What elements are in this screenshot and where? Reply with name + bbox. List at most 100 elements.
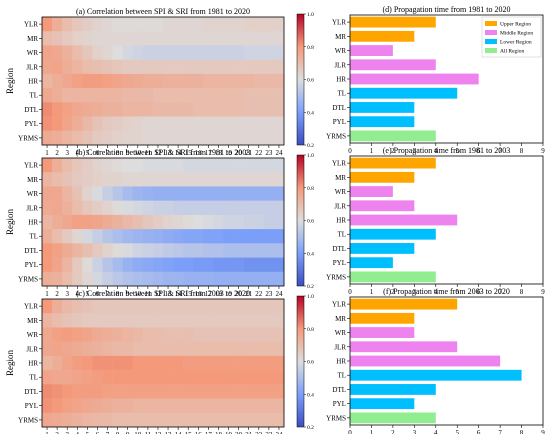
heatmap-cell [92, 130, 103, 146]
heatmap-cell [152, 59, 164, 75]
heatmap-cell [223, 172, 234, 187]
heatmap-cell [203, 243, 214, 258]
x-tick-label: 6 [477, 429, 481, 434]
heatmap-cell [112, 370, 123, 385]
bar [350, 87, 458, 99]
heatmap-cell [203, 229, 214, 244]
heatmap-cell [82, 229, 93, 244]
heatmap-cell [243, 158, 255, 173]
heatmap-cell [132, 412, 144, 428]
heatmap-cell [243, 31, 255, 46]
heatmap-cell [122, 31, 134, 46]
heatmap-cell [152, 172, 164, 187]
x-tick-label: 20 [235, 290, 243, 298]
heatmap-cell [72, 313, 83, 328]
heatmap-cell [42, 116, 53, 132]
colorbar-tick-label: 0.2 [307, 143, 314, 149]
y-tick-label: YRMS [326, 414, 346, 422]
heatmap-cell [163, 88, 174, 103]
y-tick-label: DTL [332, 245, 346, 253]
x-tick-label: 7 [106, 290, 110, 298]
heatmap-cell [112, 158, 123, 173]
heatmap-cell [233, 158, 244, 173]
y-tick-label: TL [29, 374, 38, 382]
heatmap-cell [163, 116, 174, 132]
heatmap-cell [112, 17, 123, 32]
x-tick-label: 23 [265, 149, 273, 157]
heatmap-cell [132, 172, 144, 187]
x-tick-label: 0 [348, 288, 352, 296]
heatmap-cell [42, 327, 53, 342]
heatmap-cell [72, 257, 83, 273]
heatmap-cell [92, 31, 103, 46]
heatmap-cell [263, 229, 275, 244]
heatmap-cell [203, 384, 214, 399]
heatmap-cell [82, 313, 93, 328]
heatmap-cell [92, 327, 103, 342]
heatmap-cell [163, 59, 174, 75]
heatmap-cell [213, 102, 224, 117]
heatmap-cell [62, 88, 73, 103]
y-tick-label: TL [337, 90, 346, 98]
heatmap-cell [213, 229, 224, 244]
heatmap-cell [82, 200, 93, 216]
heatmap-cell [142, 398, 154, 414]
heatmap-cell [82, 88, 93, 103]
colorbar [296, 154, 305, 287]
heatmap-cell [62, 45, 73, 60]
heatmap-cell [42, 186, 53, 201]
heatmap-cell [72, 200, 83, 216]
heatmap-cell [82, 370, 93, 385]
heatmap-cell [112, 412, 123, 428]
heatmap-cell [62, 17, 73, 32]
heatmap-cell [183, 257, 194, 273]
heatmap-cell [52, 200, 63, 216]
heatmap-cell [42, 102, 53, 117]
heatmap-cell [122, 398, 134, 414]
y-tick-label: MR [27, 35, 38, 43]
heatmap-cell [233, 243, 244, 258]
heatmap-cell [263, 341, 275, 357]
heatmap-cell [112, 257, 123, 273]
heatmap-cell [193, 102, 204, 117]
heatmap-cell [92, 257, 103, 273]
heatmap-cell [243, 116, 255, 132]
heatmap-cell [213, 384, 224, 399]
heatmap-cell [163, 130, 174, 146]
heatmap-cell [163, 102, 174, 117]
heatmap-cell [122, 73, 134, 89]
heatmap-cell [183, 327, 194, 342]
heatmap-cell [203, 73, 214, 89]
heatmap-cell [233, 130, 244, 146]
heatmap-cell [132, 229, 144, 244]
heatmap-cell [273, 370, 285, 385]
heatmap-cell [183, 186, 194, 201]
heatmap-cell [253, 130, 265, 146]
x-tick-label: 7 [498, 288, 502, 296]
x-tick-label: 19 [225, 290, 233, 298]
x-tick-label: 12 [154, 290, 162, 298]
heatmap-cell [173, 214, 184, 230]
y-tick-label: PYL [333, 259, 346, 267]
heatmap-cell [263, 102, 275, 117]
heatmap-cell [243, 299, 255, 314]
heatmap-cell [243, 412, 255, 428]
heatmap-cell [173, 327, 184, 342]
heatmap-cell [92, 116, 103, 132]
heatmap-cell [193, 271, 204, 287]
x-tick-label: 10 [134, 290, 142, 298]
heatmap-cell [122, 243, 134, 258]
heatmap-cell [223, 313, 234, 328]
heatmap-cell [163, 214, 174, 230]
heatmap-cell [142, 229, 154, 244]
x-tick-label: 19 [225, 431, 233, 434]
heatmap-cell [82, 299, 93, 314]
x-tick-label: 9 [541, 288, 545, 296]
heatmap-cell [203, 370, 214, 385]
heatmap-cell [273, 17, 285, 32]
heatmap-cell [52, 229, 63, 244]
heatmap-cell [233, 59, 244, 75]
heatmap-cell [152, 370, 164, 385]
heatmap-cell [112, 398, 123, 414]
